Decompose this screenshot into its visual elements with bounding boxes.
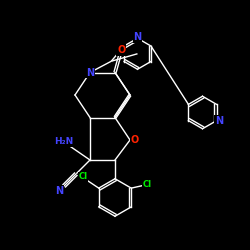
Text: Cl: Cl: [143, 180, 152, 189]
Text: H₂N: H₂N: [54, 138, 74, 146]
Text: Cl: Cl: [79, 172, 88, 182]
Text: N: N: [55, 186, 63, 196]
Text: N: N: [86, 68, 94, 78]
Text: O: O: [130, 135, 138, 145]
Text: N: N: [134, 32, 141, 42]
Text: N: N: [215, 116, 223, 126]
Text: O: O: [117, 45, 125, 55]
